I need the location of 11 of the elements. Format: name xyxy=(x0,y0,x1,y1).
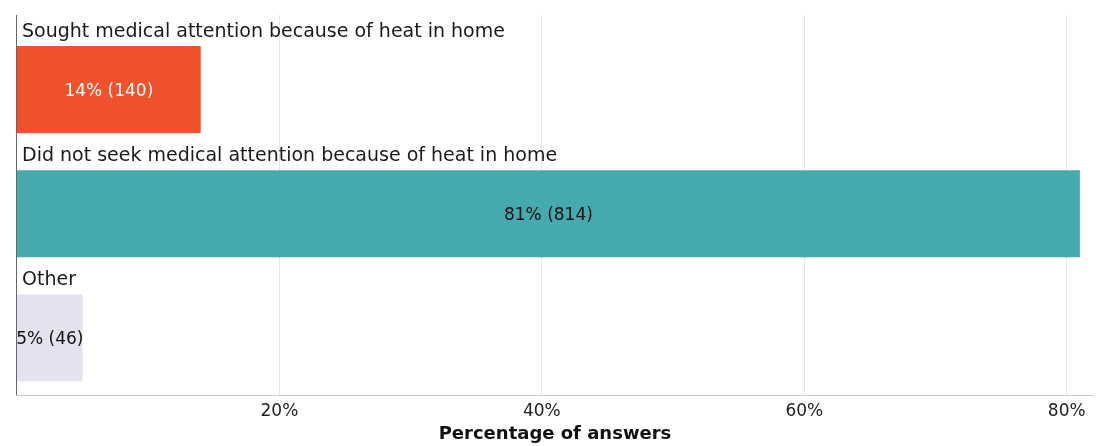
x-tick-label: 40% xyxy=(522,400,561,421)
data-label: 81% (814) xyxy=(503,203,593,224)
y-tick-label: Sought medical attention because of heat in home xyxy=(22,19,505,41)
data-label: 5% (46) xyxy=(16,327,84,348)
y-tick-label: Did not seek medical attention because of heat in home xyxy=(22,143,558,165)
y-tick-label: Other xyxy=(22,267,77,289)
x-tick-label: 20% xyxy=(260,400,299,421)
data-label: 14% (140) xyxy=(64,79,154,100)
x-tick-label: 60% xyxy=(785,400,824,421)
x-tick-label: 80% xyxy=(1047,400,1086,421)
x-axis-title: Percentage of answers xyxy=(438,421,672,443)
